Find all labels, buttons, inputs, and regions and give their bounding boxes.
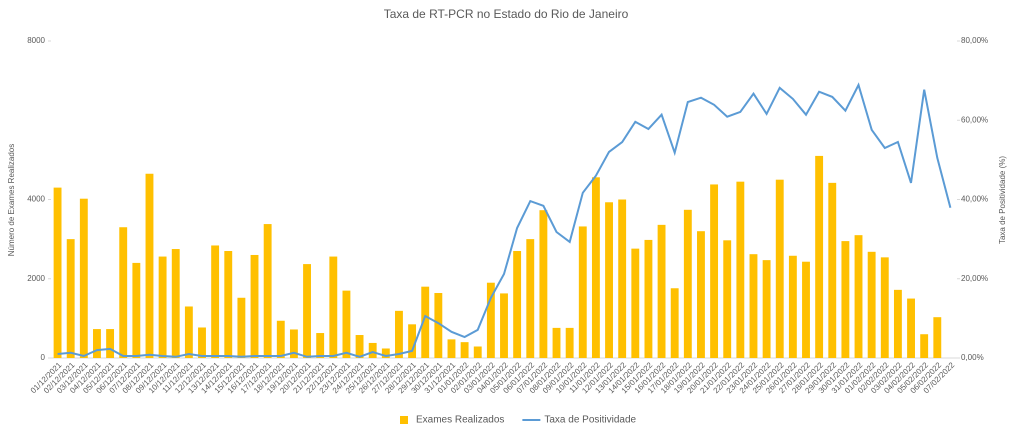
y-tick-label: 4000	[27, 195, 45, 204]
bar	[618, 199, 627, 358]
y-tick-label: 8000	[27, 36, 45, 45]
bar	[329, 256, 338, 358]
bar	[368, 342, 377, 358]
bar	[565, 327, 574, 358]
y2-tick-label: 40,00%	[961, 195, 988, 204]
line	[57, 82, 952, 358]
bar	[552, 327, 561, 358]
bar	[408, 324, 417, 358]
y2-tick-label: 80,00%	[961, 36, 988, 45]
y2-tick-label: 60,00%	[961, 115, 988, 124]
bar	[158, 256, 167, 358]
bar	[224, 251, 233, 358]
bar	[591, 177, 600, 358]
bar	[263, 224, 272, 358]
bar	[762, 260, 771, 358]
legend-label: Taxa de Positividade	[544, 415, 636, 426]
bar	[736, 181, 745, 358]
bar	[421, 286, 430, 358]
y2-tick-label: 20,00%	[961, 274, 988, 283]
bar	[867, 251, 876, 358]
bar	[500, 293, 508, 358]
bar	[184, 306, 193, 358]
legend-swatch	[400, 416, 408, 424]
bar	[342, 290, 351, 358]
bar	[710, 184, 719, 358]
bar	[697, 231, 705, 358]
bar	[381, 348, 390, 358]
bar	[775, 179, 784, 358]
bar	[198, 327, 206, 358]
chart-title: Taxa de RT-PCR no Estado do Rio de Janei…	[384, 7, 629, 21]
bar	[644, 239, 653, 358]
bar	[802, 261, 810, 358]
bar	[670, 288, 679, 358]
y-tick-label: 2000	[27, 274, 45, 283]
y2-tick-label: 0,00%	[961, 353, 984, 362]
bar	[171, 249, 180, 358]
bar	[250, 254, 259, 358]
bar	[447, 339, 456, 358]
bar	[723, 240, 732, 358]
bar	[66, 239, 75, 358]
bar	[788, 255, 797, 358]
bar	[578, 226, 587, 358]
bar	[539, 210, 548, 358]
y-tick-label: 0	[41, 353, 46, 362]
bar	[289, 329, 298, 358]
bar	[854, 235, 863, 358]
bar	[79, 198, 88, 358]
bar	[53, 187, 62, 358]
bar	[93, 329, 101, 358]
bar	[395, 310, 403, 358]
bar	[316, 333, 325, 358]
bar	[513, 251, 522, 358]
bar	[828, 182, 837, 358]
y-axis-title: Número de Exames Realizados	[7, 144, 16, 257]
bar	[657, 224, 666, 358]
bar	[434, 293, 443, 358]
bar	[749, 254, 758, 358]
bar	[303, 264, 311, 358]
bar	[145, 173, 154, 358]
bar	[119, 227, 128, 358]
bar	[907, 298, 915, 358]
bar	[841, 241, 850, 358]
bar	[486, 282, 495, 358]
legend-label: Exames Realizados	[416, 415, 504, 426]
bar	[893, 289, 902, 358]
bar	[920, 334, 929, 358]
bar	[237, 297, 246, 358]
bar	[355, 335, 364, 358]
bar	[460, 342, 469, 358]
y2-axis-title: Taxa de Positividade (%)	[998, 156, 1007, 244]
bar	[132, 262, 141, 358]
bar	[880, 257, 889, 358]
bar	[631, 248, 640, 358]
bar	[815, 155, 824, 358]
bar	[276, 320, 285, 358]
bar	[526, 239, 535, 358]
bar	[605, 202, 613, 358]
bar	[473, 346, 482, 358]
bar	[211, 245, 220, 358]
bar	[106, 329, 115, 358]
bar	[683, 209, 692, 358]
bar	[933, 317, 942, 358]
